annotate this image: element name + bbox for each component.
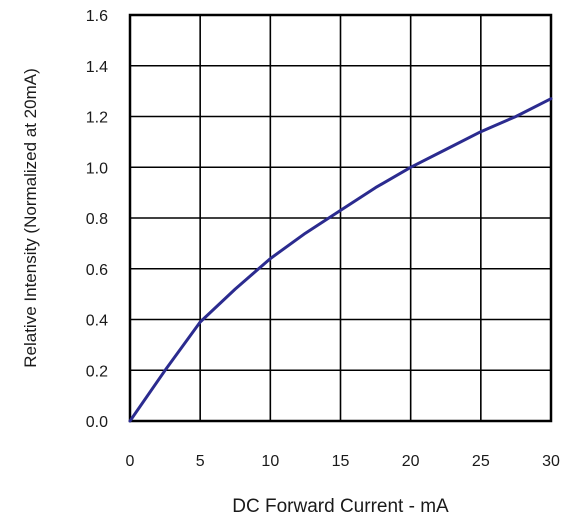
grid bbox=[129, 14, 552, 422]
plot-frame bbox=[128, 13, 553, 423]
x-tick-label: 0 bbox=[126, 453, 135, 470]
x-tick-label: 20 bbox=[402, 453, 420, 470]
series-line bbox=[128, 97, 553, 423]
x-tick-label: 25 bbox=[472, 453, 490, 470]
y-tick-label: 0.4 bbox=[86, 313, 108, 330]
x-axis-label: DC Forward Current - mA bbox=[232, 496, 449, 517]
x-tick-label: 15 bbox=[332, 453, 350, 470]
y-axis-label: Relative Intensity (Normalized at 20mA) bbox=[21, 68, 40, 368]
y-tick-label: 1.4 bbox=[86, 59, 108, 76]
y-tick-label: 1.2 bbox=[86, 110, 108, 127]
y-tick-labels: 0.0 0.2 0.4 0.6 0.8 1.0 1.2 1.4 1.6 bbox=[86, 8, 108, 431]
y-tick-label: 0.2 bbox=[86, 363, 108, 380]
x-tick-label: 5 bbox=[196, 453, 205, 470]
y-tick-label: 1.6 bbox=[86, 8, 108, 25]
x-tick-label: 10 bbox=[261, 453, 279, 470]
x-tick-labels: 0 5 10 15 20 25 30 bbox=[126, 453, 560, 470]
y-tick-label: 0.8 bbox=[86, 211, 108, 228]
y-tick-label: 0.6 bbox=[86, 262, 108, 279]
y-tick-label: 0.0 bbox=[86, 414, 108, 431]
y-tick-label: 1.0 bbox=[86, 160, 108, 177]
x-tick-label: 30 bbox=[542, 453, 560, 470]
